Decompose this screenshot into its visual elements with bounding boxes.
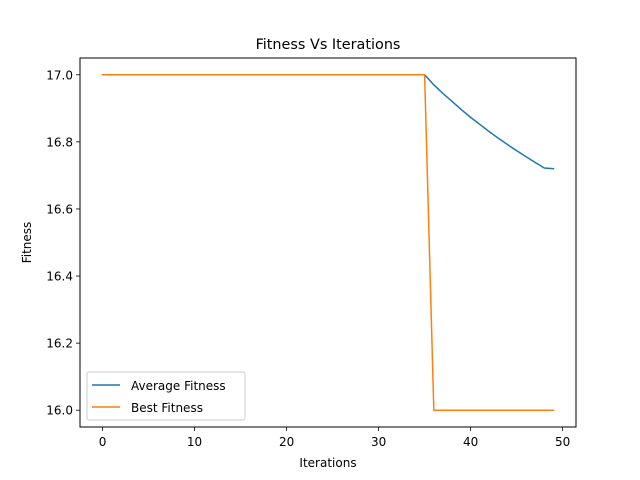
y-tick-label: 16.2 xyxy=(46,337,73,351)
x-tick-label: 20 xyxy=(279,435,294,449)
legend-label-average-fitness: Average Fitness xyxy=(131,379,226,393)
y-axis-ticks: 16.0 16.2 16.4 16.6 16.8 17.0 xyxy=(46,68,80,418)
y-axis-label: Fitness xyxy=(20,222,34,264)
chart-title: Fitness Vs Iterations xyxy=(256,37,401,53)
y-tick-label: 17.0 xyxy=(46,68,73,82)
x-tick-label: 50 xyxy=(555,435,570,449)
legend: Average Fitness Best Fitness xyxy=(86,371,246,421)
x-axis-label: Iterations xyxy=(299,456,356,470)
x-tick-label: 10 xyxy=(187,435,202,449)
plot-frame xyxy=(79,57,577,428)
series-layer xyxy=(101,74,555,411)
y-tick-label: 16.0 xyxy=(46,404,73,418)
legend-label-best-fitness: Best Fitness xyxy=(131,401,203,415)
series-line-best-fitness xyxy=(101,74,555,411)
x-tick-label: 40 xyxy=(463,435,478,449)
y-tick-label: 16.4 xyxy=(46,270,73,284)
y-tick-label: 16.8 xyxy=(46,135,73,149)
legend-box xyxy=(86,371,246,421)
x-tick-label: 0 xyxy=(99,435,107,449)
y-tick-label: 16.6 xyxy=(46,202,73,216)
x-tick-label: 30 xyxy=(371,435,386,449)
x-axis-ticks: 0 10 20 30 40 50 xyxy=(99,427,570,449)
